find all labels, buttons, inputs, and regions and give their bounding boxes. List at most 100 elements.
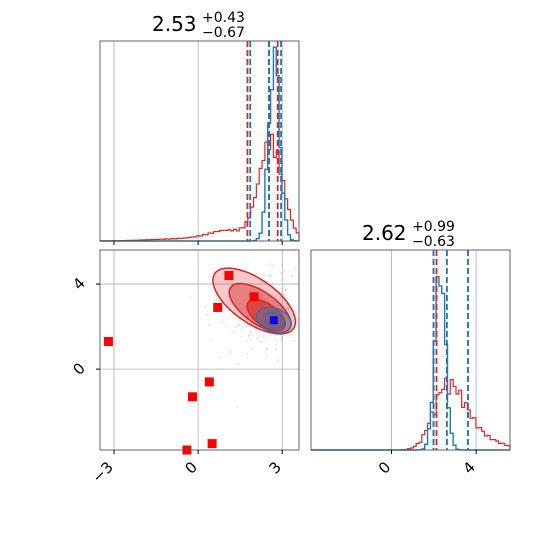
marker-square-red <box>204 377 214 387</box>
sample-dot <box>279 296 282 299</box>
sample-dot <box>241 328 244 331</box>
sample-dot <box>244 305 247 308</box>
sample-dot <box>284 289 287 292</box>
sample-dot <box>291 274 294 277</box>
sample-dot <box>291 332 294 335</box>
sample-dot <box>294 310 297 313</box>
sample-dot <box>281 335 284 338</box>
sample-dot <box>287 308 290 311</box>
sample-dot <box>242 298 245 301</box>
sample-dot <box>250 332 253 335</box>
sample-dot <box>250 322 253 325</box>
sample-dot <box>251 290 254 293</box>
sample-dot <box>253 328 256 331</box>
histogram-param1-panel <box>99 40 300 245</box>
sample-dot <box>246 353 249 356</box>
sample-dot <box>278 298 281 301</box>
x-tick-label: 0 <box>375 458 394 477</box>
sample-dot <box>232 281 235 284</box>
sample-dot <box>275 294 278 297</box>
sample-dot <box>274 295 277 298</box>
sample-dot <box>271 266 274 269</box>
sample-dot <box>189 297 192 300</box>
sample-dot <box>283 270 286 273</box>
marker-square-red <box>103 336 113 346</box>
sample-dot <box>259 341 262 344</box>
sample-dot <box>240 308 243 311</box>
sample-dot <box>241 325 244 328</box>
sample-dot <box>265 348 268 351</box>
panel-frame <box>99 249 300 451</box>
sample-dot <box>259 335 262 338</box>
sample-dot <box>285 305 288 308</box>
sample-dot <box>293 339 296 342</box>
sample-dot <box>273 338 276 341</box>
sample-dot <box>245 340 248 343</box>
joint-scatter-panel: −3 0 3 0 4 <box>69 249 300 486</box>
sample-dot <box>262 273 265 276</box>
histogram-blue-series <box>311 275 510 451</box>
sample-dot <box>275 334 278 337</box>
sample-dot <box>287 307 290 310</box>
marker-square-blue <box>269 316 278 325</box>
y-tick-label: 4 <box>69 274 88 293</box>
sample-dot <box>237 324 240 327</box>
sample-dot <box>271 282 274 285</box>
sample-dot <box>239 302 242 305</box>
sample-dot <box>291 282 294 285</box>
sample-dot <box>269 263 272 266</box>
sample-dot <box>284 294 287 297</box>
sample-dot <box>205 313 208 316</box>
sample-dot <box>294 305 297 308</box>
sample-dot <box>263 297 266 300</box>
sample-dot <box>257 330 260 333</box>
x-tick-label: −3 <box>88 458 116 486</box>
sample-dot <box>248 334 251 337</box>
panel-frame <box>310 249 511 451</box>
sample-dot <box>295 311 298 314</box>
sample-dot <box>250 338 253 341</box>
title-param1-value: 2.53 <box>152 12 197 36</box>
sample-dot <box>240 335 243 338</box>
sample-dot <box>281 300 284 303</box>
sample-dot <box>282 293 285 296</box>
sample-dot <box>276 359 279 362</box>
sample-dot <box>260 292 263 295</box>
sample-dot <box>283 288 286 291</box>
title-param2-upper: +0.99 <box>412 219 455 235</box>
sample-dot <box>224 324 227 327</box>
marker-square-red <box>207 439 217 449</box>
sample-dot <box>280 337 283 340</box>
sample-dot <box>292 331 295 334</box>
sample-dot <box>260 340 263 343</box>
sample-dot <box>234 325 237 328</box>
sample-dot <box>296 318 299 321</box>
x-tick-label: 0 <box>181 458 200 477</box>
sample-dot <box>287 306 290 309</box>
sample-dot <box>249 330 252 333</box>
sample-dot <box>294 267 297 270</box>
sample-dot <box>246 325 249 328</box>
marker-square-red <box>224 271 234 281</box>
sample-dot <box>232 331 235 334</box>
sample-dot <box>251 347 254 350</box>
sample-dot <box>266 347 269 350</box>
sample-dot <box>222 320 225 323</box>
histogram-red-series <box>311 377 511 451</box>
sample-dot <box>262 335 265 338</box>
sample-dot <box>251 318 254 321</box>
sample-dot <box>280 338 283 341</box>
sample-dot <box>219 356 222 359</box>
sample-dot <box>266 354 269 357</box>
title-param1-upper: +0.43 <box>202 10 245 26</box>
sample-dot <box>269 274 272 277</box>
sample-dot <box>286 316 289 319</box>
sample-dot <box>274 348 277 351</box>
sample-dot <box>274 343 277 346</box>
sample-dot <box>251 333 254 336</box>
sample-dot <box>275 340 278 343</box>
sample-dot <box>236 406 239 409</box>
marker-square-red <box>187 392 197 402</box>
